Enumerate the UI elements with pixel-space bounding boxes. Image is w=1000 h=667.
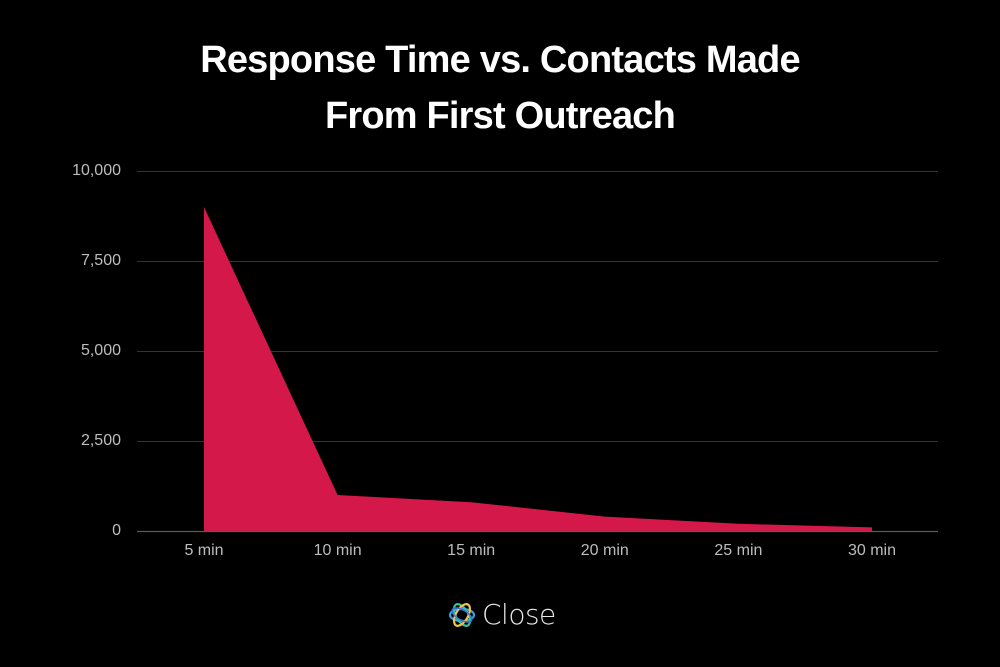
chart-title-line-2: From First Outreach [324, 95, 676, 137]
y-tick-label: 0 [112, 522, 121, 539]
x-tick-label: 15 min [447, 542, 496, 559]
x-tick-label: 25 min [714, 542, 763, 559]
y-tick-label: 10,000 [72, 162, 121, 179]
y-tick-label: 2,500 [80, 432, 121, 449]
area-series [204, 207, 872, 531]
x-tick-label: 20 min [580, 542, 629, 559]
close-logo: Close [448, 598, 556, 631]
x-tick-label: 30 min [847, 542, 897, 559]
close-logo-text: Close [482, 598, 556, 631]
close-logo-icon [448, 602, 476, 627]
chart-title-line-1: Response Time vs. Contacts Made [200, 39, 800, 81]
y-tick-label: 7,500 [80, 252, 121, 269]
x-tick-label: 10 min [313, 542, 362, 559]
x-tick-label: 5 min [184, 542, 224, 559]
y-tick-label: 5,000 [80, 342, 121, 359]
